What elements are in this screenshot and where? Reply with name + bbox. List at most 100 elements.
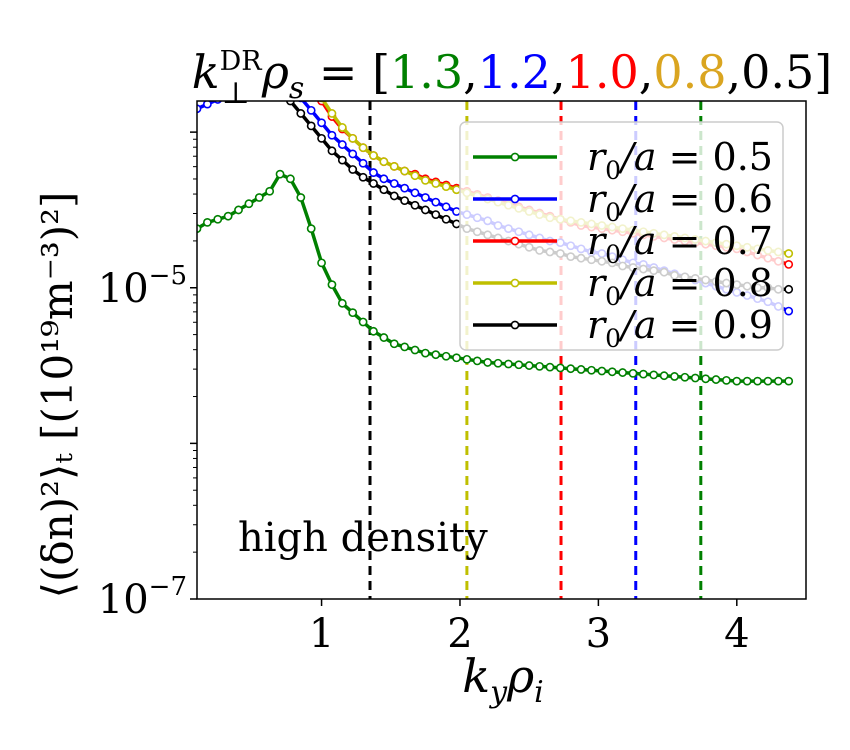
series-5-point [296, 109, 306, 118]
series-5-point [784, 284, 794, 294]
title-value-2: 1.2 [478, 45, 551, 99]
x-tick-label: 4 [724, 611, 749, 657]
series-5-point [452, 219, 461, 229]
series-1-point [607, 367, 617, 377]
series-1-point [514, 360, 524, 370]
series-4-point [441, 182, 451, 191]
series-5-point [420, 205, 430, 215]
series-1-point [763, 376, 773, 386]
x-axis-label: kyρi [462, 649, 543, 710]
legend-item: r0/a = 0.9 [473, 303, 773, 353]
series-1-point [618, 368, 628, 377]
series-1-point [379, 333, 389, 342]
series-1-point [742, 376, 752, 386]
series-1-point [337, 298, 347, 308]
title-value-1: 1.3 [390, 45, 463, 99]
chart-title: kDR ⊥ ρs = [1.3,1.2,1.0,0.8,0.5] [192, 45, 833, 111]
legend-frame [459, 121, 784, 351]
series-1-point [244, 199, 254, 209]
series-1-point [659, 371, 669, 381]
title-comma: , [727, 45, 742, 99]
legend-marker [510, 194, 520, 204]
series-2-point [197, 104, 202, 114]
series-5-point [410, 200, 420, 210]
series-4-point [379, 157, 389, 167]
title-value-3: 1.0 [566, 45, 639, 99]
series-1-point [784, 376, 794, 386]
series-5-point [317, 133, 326, 143]
series-1-point [504, 359, 513, 369]
series-1-point [400, 342, 410, 352]
series-1-point [711, 375, 721, 384]
series-1-point [420, 348, 430, 358]
series-1-point [213, 214, 223, 224]
series-4-point [358, 143, 368, 153]
series-2-point [379, 174, 389, 184]
series-1-point [306, 224, 316, 234]
series-4-point [410, 171, 420, 181]
series-1-point [441, 351, 451, 361]
series-1-point [545, 362, 555, 372]
series-3-point [784, 260, 794, 269]
x-tick-label: 2 [447, 611, 472, 657]
series-2-point [202, 101, 212, 109]
series-1-point [472, 356, 482, 366]
series-1-point [254, 193, 264, 202]
series-4-point [452, 185, 461, 195]
series-4-point [431, 179, 441, 188]
annotation-high-density: high density [238, 515, 488, 561]
legend-marker [510, 236, 520, 246]
series-1-point [410, 345, 420, 355]
series-4-point [348, 133, 358, 143]
series-1-point [535, 361, 544, 371]
series-1-point [452, 353, 461, 363]
title-comma: , [463, 45, 478, 99]
y-axis-label: ⟨(δn)²⟩ₜ [(10¹⁹m⁻³)²] [33, 192, 82, 599]
series-4-point [337, 123, 347, 132]
series-1-point [587, 365, 596, 375]
legend-label: r0/a = 0.9 [587, 303, 773, 353]
series-1-point [628, 368, 638, 378]
series-2-point [369, 168, 378, 177]
series-1-point [722, 375, 731, 385]
series-5-point [337, 155, 347, 165]
series-5-point [358, 172, 368, 182]
series-1-point [286, 174, 295, 184]
series-1-point [597, 366, 607, 376]
legend-marker [510, 152, 520, 162]
series-1-point [690, 373, 700, 383]
legend-item: r0/a = 0.5 [473, 135, 773, 185]
series-2-point [306, 105, 316, 115]
series-1-point [670, 372, 679, 381]
series-1-point [555, 363, 565, 373]
series-1-point [327, 280, 337, 290]
series-1-point [202, 217, 212, 227]
x-tick-label: 1 [309, 611, 334, 657]
series-1-point [197, 224, 202, 234]
series-5-point [431, 210, 441, 220]
series-2-point [400, 183, 410, 193]
series-4-point [369, 151, 378, 160]
series-2-point [431, 197, 441, 207]
series-2-point [441, 202, 451, 212]
x-tick-label: 3 [586, 611, 611, 657]
legend-item: r0/a = 0.7 [473, 219, 773, 269]
title-comma: , [639, 45, 654, 99]
series-2-point [327, 130, 337, 140]
legend-label: r0/a = 0.8 [587, 261, 773, 311]
series-1-point [753, 376, 762, 386]
series-1-point [462, 354, 472, 364]
legend: r0/a = 0.5r0/a = 0.6r0/a = 0.7r0/a = 0.8… [459, 121, 784, 353]
series-2-point [452, 207, 461, 216]
series-1-point [317, 258, 326, 268]
series-1-point [265, 186, 275, 196]
legend-item: r0/a = 0.8 [473, 261, 773, 311]
y-tick-label: 10−7 [98, 572, 187, 623]
series-2-point [348, 149, 358, 159]
series-2-point [317, 118, 326, 128]
series-1-point [773, 376, 783, 386]
series-1-point [493, 358, 503, 368]
series-1-point [369, 326, 378, 336]
title-value-4: 0.8 [653, 45, 726, 99]
